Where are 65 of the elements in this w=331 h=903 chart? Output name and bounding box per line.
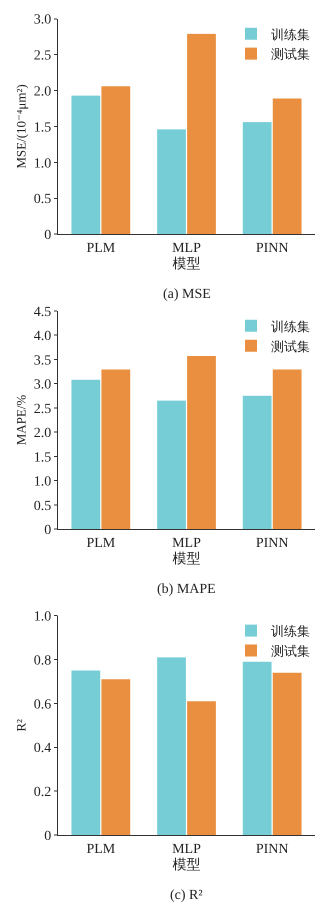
y-tick-label: 2.0 [34,426,52,442]
bar [242,662,272,835]
legend-label: 训练集 [271,624,310,639]
bar [71,670,100,835]
y-tick-label: 0.8 [34,653,52,668]
y-tick-label: 0 [44,828,52,844]
y-tick-label: 3.0 [34,12,52,28]
text: (b) MAPE [157,582,216,597]
y-tick-label: 0.6 [34,697,52,712]
bar [187,701,216,835]
y-tick-label: 0.5 [34,498,52,514]
y-tick-label: 1.5 [34,450,52,466]
bar [272,370,302,530]
y-axis-title: R² [14,718,29,732]
x-axis-title: 模型 [172,256,200,272]
bar [187,356,216,530]
legend-label: 测试集 [271,46,310,62]
x-axis-title: 模型 [172,550,200,567]
bar [101,679,130,835]
x-tick-label: PINN [256,240,289,256]
bar [157,400,186,530]
y-tick-label: 3.5 [34,353,52,368]
y-tick-label: 0.2 [34,785,52,800]
x-tick-label: PLM [86,240,116,256]
bar [101,86,130,234]
bar [187,34,216,234]
y-tick-label: 1.0 [34,474,52,490]
legend-label: 训练集 [271,26,310,42]
y-tick-label: 4.0 [34,329,52,344]
y-tick-label: 2.5 [34,402,52,417]
y-tick-label: 3.0 [34,378,52,393]
x-tick-label: MLP [172,842,202,857]
y-axis-title: MAPE/% [14,394,29,446]
y-tick-label: 0 [44,523,52,538]
legend-label: 测试集 [271,338,310,354]
bar [272,672,302,835]
x-tick-label: PINN [256,536,289,551]
x-tick-label: MLP [172,240,202,256]
y-tick-label: 0.4 [34,741,52,756]
y-tick-label: 4.5 [34,304,52,320]
bar [157,657,186,835]
x-tick-label: PLM [86,536,116,551]
legend-label: 测试集 [271,644,310,659]
bar [242,396,272,530]
y-tick-label: 2.0 [34,84,52,100]
y-tick-label: 2.5 [34,48,52,64]
bar [242,122,272,234]
x-tick-label: PLM [86,842,116,857]
bar [71,380,100,530]
x-tick-label: MLP [172,536,202,551]
y-axis-title: MSE/(10⁻⁴μm²) [14,84,29,169]
bar [101,370,130,530]
bar [71,96,100,234]
y-tick-label: 1.0 [34,156,52,172]
y-tick-label: 0 [44,228,52,244]
x-tick-label: PINN [256,842,289,857]
text: (a) MSE [163,287,211,302]
legend-label: 训练集 [271,318,310,334]
y-tick-label: 1.5 [34,120,52,136]
y-tick-label: 1.0 [34,610,52,625]
y-tick-label: 0.5 [34,192,52,208]
text: (c) R² [170,888,203,903]
bar [157,129,186,234]
x-axis-title: 模型 [172,856,200,873]
bar [272,98,302,234]
